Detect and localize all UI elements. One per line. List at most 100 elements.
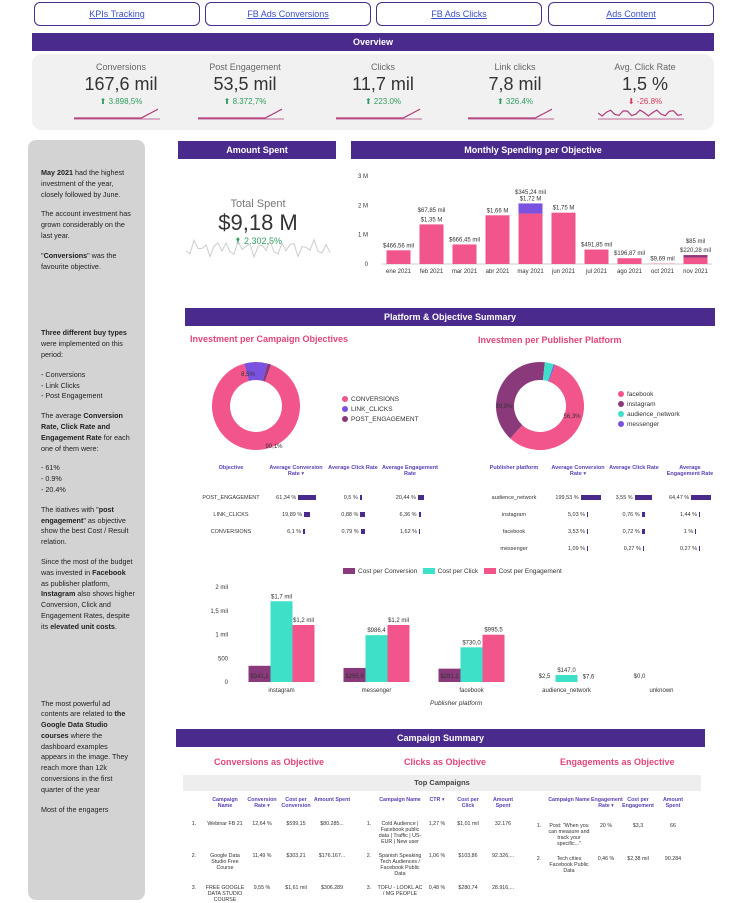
kpi-value: 7,8 mil [460, 74, 570, 95]
table-header[interactable]: Campaign Name [205, 797, 245, 809]
table-header[interactable]: Average Engagement Rate [381, 465, 439, 477]
table-cell: 20,44 % [381, 495, 439, 501]
insight-10: The most powerful ad contents are relate… [41, 699, 135, 796]
table-header[interactable]: Campaign Name [377, 797, 423, 803]
x-tick-label: oct 2021 [651, 269, 675, 275]
bar-data-label: $1,66 M [487, 208, 509, 214]
table-cell: $80.285... [313, 821, 351, 827]
table-header[interactable]: CTR ▾ [423, 797, 451, 803]
bar-data-label: $1,2 mil [293, 618, 314, 624]
campaign-name[interactable]: FREE GOOGLE DATA STUDIO COURSE [205, 885, 245, 903]
table-cell: 0,76 % [606, 512, 662, 518]
campaign-name[interactable]: Spanish Speaking Tech Audiences / Facebo… [377, 853, 423, 877]
legend-item-link-clicks: LINK_CLICKS [342, 405, 419, 415]
insight-9: Since the most of the budget was investe… [41, 557, 135, 633]
x-tick-label: jul 2021 [585, 269, 608, 275]
table-cell: 9,55 % [245, 885, 279, 891]
cell-bar [642, 512, 646, 517]
bar-data-label: $85 mil [686, 239, 705, 245]
table-header[interactable]: Cost per Click [451, 797, 485, 809]
table-header[interactable]: Average Conversion Rate ▾ [550, 465, 606, 477]
campaign-name[interactable]: Cold Audience | Facebook public data | T… [377, 821, 423, 845]
campaign-name[interactable]: Webinar FB 21 [205, 821, 245, 827]
sparkline-line [74, 109, 158, 118]
insights-sidebar: May 2021 had the highest investment of t… [28, 140, 145, 900]
kpi-change: ⬆ 223.0% [328, 97, 438, 106]
table-cell: 6,36 % [381, 512, 439, 518]
insight-3: "Conversions" was the favourite objectiv… [41, 251, 135, 273]
legend-item-conversions: CONVERSIONS [342, 395, 419, 405]
table-header[interactable]: Publisher platform [478, 465, 550, 471]
table-cell: 2. [531, 856, 547, 862]
bar-link_clicks [519, 203, 543, 213]
campaign-name[interactable]: Tech cities Facebook Public Data [547, 856, 591, 874]
cell-text: facebook [503, 529, 525, 535]
slice-label: 39,9% [495, 404, 513, 410]
tab-ads-content[interactable]: Ads Content [548, 2, 714, 26]
kpi-sparkline [74, 106, 160, 120]
bar-data-label: $466,56 mil [383, 243, 414, 249]
campaign-name[interactable]: TOFU - LOOKL AC / MG PEOPLE [377, 885, 423, 897]
bar-data-label: $1,72 M [520, 196, 542, 202]
donut-slice-instagram [496, 362, 545, 438]
bar-data-label: $995,5 [484, 628, 503, 634]
table-header[interactable]: Amount Spent [655, 797, 691, 809]
table-header[interactable]: Amount Spent [313, 797, 351, 803]
table-header[interactable]: Cost per Conversion [279, 797, 313, 809]
campaign-name[interactable]: Google Data Studio Free Course [205, 853, 245, 871]
table-header[interactable]: Average Conversion Rate ▾ [267, 465, 325, 477]
table-header[interactable]: Average Engagement Rate [662, 465, 718, 477]
table-header[interactable]: Average Click Rate [606, 465, 662, 471]
x-tick-label: mar 2021 [452, 269, 478, 275]
cost-legend: Cost per Conversion Cost per Click Cost … [343, 568, 562, 575]
y-tick-label: 1 M [358, 233, 368, 239]
table-header[interactable]: Campaign Name [547, 797, 591, 803]
tab-fb-ads-clicks[interactable]: FB Ads Clicks [376, 2, 542, 26]
table-header[interactable]: Cost per Engagement [621, 797, 655, 809]
table-row-label: CONVERSIONS [195, 529, 267, 535]
table-cell: 66 [655, 823, 691, 829]
tab-fb-ads-conversions[interactable]: FB Ads Conversions [205, 2, 371, 26]
table-cell: 1,06 % [423, 853, 451, 859]
x-tick-label: nov 2021 [683, 269, 708, 275]
slice-label: 8,5% [241, 372, 255, 378]
tab-kpis-tracking[interactable]: KPIs Tracking [34, 2, 200, 26]
cell-bar [418, 495, 424, 500]
y-tick-label: 0 [365, 262, 369, 268]
y-tick-label: 1 mil [215, 633, 228, 639]
table-cell: $280,74 [451, 885, 485, 891]
table-cell: 12,64 % [245, 821, 279, 827]
bar-data-label: $67,85 mil [418, 208, 446, 214]
bar-conversions [519, 214, 543, 264]
table-cell: 28.916,... [485, 885, 521, 891]
table-header[interactable]: Average Click Rate [325, 465, 381, 471]
bar-data-label: $9,69 mil [650, 257, 674, 263]
table-cell: 3. [183, 885, 205, 891]
legend-swatch [618, 411, 624, 417]
table-cell: 0,27 % [606, 546, 662, 552]
cell-text: 0,5 % [344, 495, 358, 501]
table-cell: 0,46 % [591, 856, 621, 862]
cell-text: instagram [502, 512, 526, 518]
bar-data-label: $986,4 [367, 628, 386, 634]
cell-text: 0,72 % [623, 529, 640, 535]
bar-conversions [585, 250, 609, 264]
table-header[interactable]: Amount Spent [485, 797, 521, 809]
cell-text: POST_ENGAGEMENT [202, 495, 259, 501]
campaign-name[interactable]: Post: "When you can measure and track yo… [547, 823, 591, 847]
table-header[interactable]: Objective [195, 465, 267, 471]
table-row-label: POST_ENGAGEMENT [195, 495, 267, 501]
cell-text: 1,62 % [400, 529, 417, 535]
cell-text: messenger [500, 546, 527, 552]
objectives-legend: CONVERSIONS LINK_CLICKS POST_ENGAGEMENT [342, 395, 419, 425]
table-header[interactable]: Conversion Rate ▾ [245, 797, 279, 809]
table-header[interactable]: Engagement Rate ▾ [591, 797, 621, 809]
objectives-title: Investment per Campaign Objectives [190, 334, 348, 344]
amount-spent-header: Amount Spent [178, 141, 336, 159]
cell-text: 0,27 % [624, 546, 641, 552]
legend-swatch [342, 406, 348, 412]
overview-header: Overview [32, 33, 714, 51]
bar-conversions [387, 250, 411, 264]
